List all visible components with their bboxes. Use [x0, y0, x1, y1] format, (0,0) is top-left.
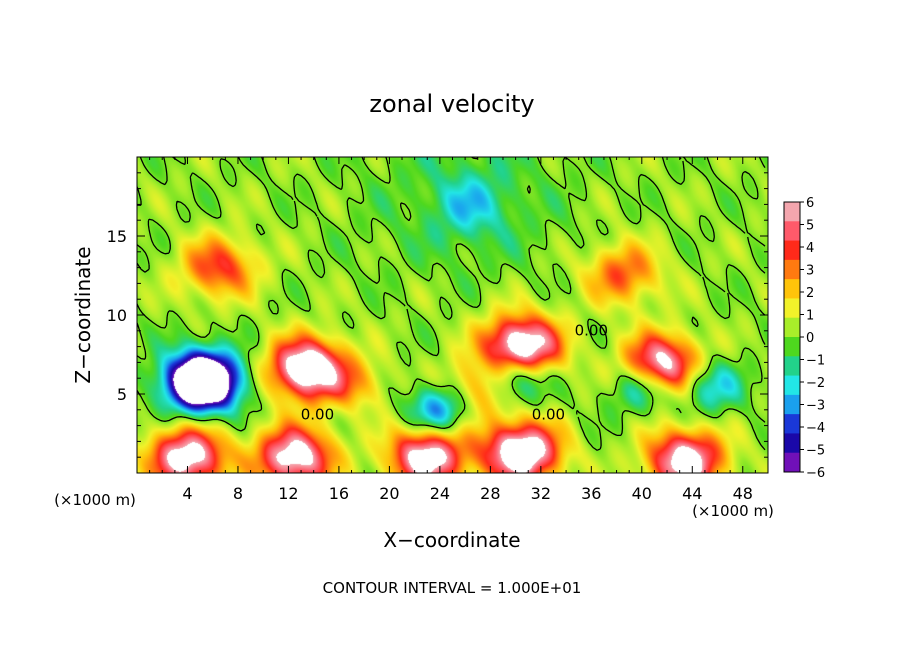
x-tick-label: 28	[480, 484, 500, 503]
colorbar-tick-label: −3	[806, 399, 825, 414]
x-tick-label: 24	[430, 484, 450, 503]
colorbar-swatch	[784, 202, 800, 222]
x-axis: 4 8 12 16 20 24 28 32 36 40 44 48	[149, 157, 756, 503]
colorbar-swatch	[784, 375, 800, 396]
y-axis: 5 10 15	[107, 172, 768, 458]
x-unit-left: (×1000 m)	[54, 491, 136, 509]
x-tick-label: 32	[531, 484, 551, 503]
x-tick-label: 4	[182, 484, 192, 503]
y-axis-label: Z−coordinate	[71, 246, 95, 383]
colorbar: 6 5 4 3 2 1 0 −1 −2 −3 −4 −5 −6	[783, 196, 825, 481]
colorbar-tick-label: 6	[806, 196, 814, 211]
x-tick-label: 20	[379, 484, 399, 503]
zero-contour	[137, 157, 766, 451]
colorbar-tick-label: −4	[806, 421, 825, 436]
colorbar-tick-label: −5	[806, 444, 825, 459]
colorbar-tick-label: 3	[806, 264, 814, 279]
chart-title: zonal velocity	[369, 90, 534, 118]
contour-label: 0.00	[575, 322, 608, 340]
colorbar-tick-label: −1	[806, 354, 825, 369]
colorbar-swatch	[784, 433, 800, 454]
contour-labels: 0.00 0.00 0.00	[301, 322, 608, 424]
x-axis-label: X−coordinate	[383, 528, 520, 552]
colorbar-swatch	[784, 317, 800, 338]
contour-lines	[137, 157, 766, 451]
y-tick-label: 10	[107, 306, 127, 325]
y-tick-label: 15	[107, 227, 127, 246]
colorbar-tick-label: 0	[806, 331, 814, 346]
contour-label: 0.00	[532, 405, 565, 423]
x-unit-right: (×1000 m)	[692, 502, 774, 520]
colorbar-tick-label: 4	[806, 241, 814, 256]
colorbar-swatch	[784, 337, 800, 357]
x-tick-label: 12	[278, 484, 298, 503]
colorbar-swatch	[784, 414, 800, 434]
x-tick-label: 44	[682, 484, 702, 503]
y-tick-label: 5	[117, 385, 127, 404]
colorbar-tick-label: −6	[806, 466, 825, 481]
colorbar-tick-label: −2	[806, 376, 825, 391]
colorbar-swatch	[784, 356, 800, 377]
colorbar-swatch	[784, 259, 800, 280]
colorbar-swatch	[784, 221, 800, 242]
colorbar-swatch	[784, 298, 800, 319]
colorbar-swatch	[784, 279, 800, 299]
contour-interval-note: CONTOUR INTERVAL = 1.000E+01	[323, 579, 582, 597]
colorbar-tick-label: 2	[806, 286, 814, 301]
x-tick-label: 40	[632, 484, 652, 503]
colorbar-tick-label: 1	[806, 309, 814, 324]
colorbar-swatch	[784, 240, 800, 261]
colorbar-swatch	[784, 452, 800, 473]
x-tick-label: 16	[329, 484, 349, 503]
contour-label: 0.00	[301, 405, 334, 423]
x-tick-label: 8	[233, 484, 243, 503]
colorbar-swatch	[784, 394, 800, 415]
x-tick-label: 36	[581, 484, 601, 503]
x-tick-label: 48	[733, 484, 753, 503]
colorbar-tick-label: 5	[806, 219, 814, 234]
